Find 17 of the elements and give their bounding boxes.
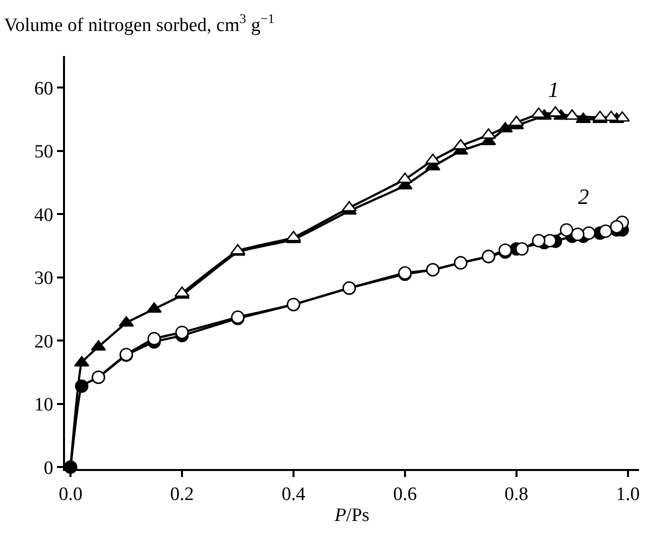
x-tick-label: 1.0 (616, 484, 640, 505)
x-axis-title: P/Ps (334, 505, 370, 526)
x-tick-label: 0.0 (58, 484, 82, 505)
y-axis-title: Volume of nitrogen sorbed, cm$^{3}$ g$^{−1}$ (4, 11, 275, 36)
x-tick-label: 0.2 (170, 484, 194, 505)
y-tick-label: 10 (34, 394, 54, 416)
x-tick-label: 0.6 (393, 484, 417, 505)
y-tick-label: 40 (34, 204, 54, 226)
annotation: 1 (548, 77, 559, 102)
annotation: 2 (578, 184, 589, 209)
y-tick-label: 0 (44, 458, 54, 479)
y-tick-label: 30 (34, 268, 54, 290)
y-tick-label: 20 (34, 331, 54, 352)
y-tick-label: 60 (34, 78, 54, 100)
y-tick-label: 50 (34, 142, 54, 163)
x-tick-label: 0.8 (504, 484, 528, 505)
x-tick-label: 0.4 (282, 484, 306, 505)
